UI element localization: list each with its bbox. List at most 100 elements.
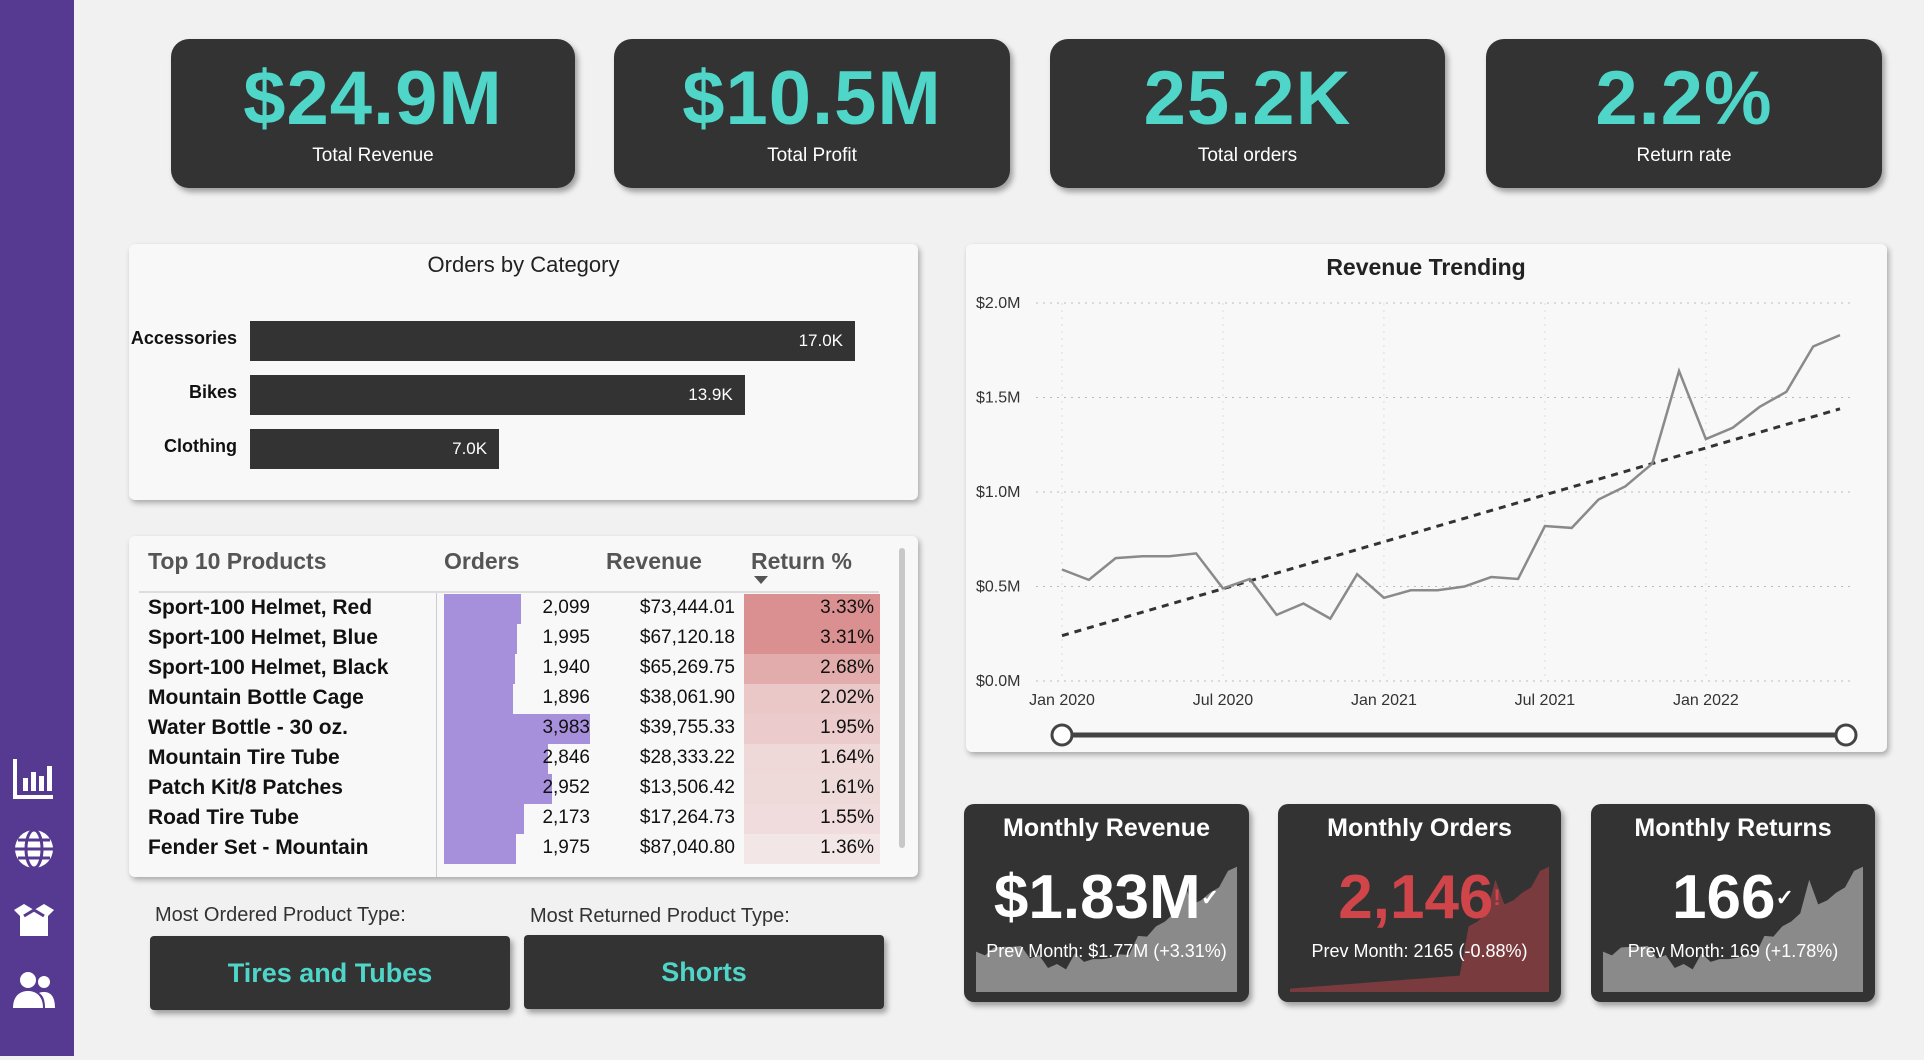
revenue-cell: $87,040.80: [639, 837, 735, 858]
data-point[interactable]: [1114, 556, 1118, 560]
data-point[interactable]: [1301, 602, 1305, 606]
table-row[interactable]: Sport-100 Helmet, Black 1,940 $65,269.75…: [129, 654, 889, 684]
data-point[interactable]: [1140, 554, 1144, 558]
data-point[interactable]: [1704, 437, 1708, 441]
kpi-value: 25.2K: [1143, 56, 1352, 141]
orders-cell: 2,952: [542, 777, 590, 798]
orders-data-bar: [444, 804, 524, 834]
most-returned-value: Shorts: [524, 935, 884, 1009]
monthly-revenue-card: Monthly Revenue $1.83M✓ Prev Month: $1.77M…: [964, 804, 1249, 1002]
data-point[interactable]: [1275, 613, 1279, 617]
x-tick-label: Jan 2021: [1351, 692, 1417, 709]
data-point[interactable]: [1409, 588, 1413, 592]
table-row[interactable]: Fender Set - Mountain 1,975 $87,040.80 1…: [129, 834, 889, 864]
globe-icon[interactable]: [10, 825, 58, 873]
return-cell: 2.02%: [744, 684, 880, 714]
return-cell: 1.64%: [744, 744, 880, 774]
data-point[interactable]: [1221, 586, 1225, 590]
card-title: Monthly Returns: [1634, 814, 1832, 842]
data-point[interactable]: [1731, 426, 1735, 430]
column-header-return[interactable]: Return %: [751, 548, 852, 574]
product-name: Mountain Bottle Cage: [148, 686, 364, 709]
table-row[interactable]: Water Bottle - 30 oz. 3,983 $39,755.33 1…: [129, 714, 889, 744]
revenue-cell: $17,264.73: [639, 807, 735, 828]
data-point[interactable]: [1248, 577, 1252, 581]
revenue-cell: $73,444.01: [639, 597, 735, 618]
sparkline-area: [976, 866, 1237, 992]
category-bar[interactable]: 7.0K: [250, 429, 500, 469]
data-point[interactable]: [1516, 577, 1520, 581]
y-tick-label: $1.0M: [976, 484, 1020, 501]
x-tick-label: Jul 2020: [1193, 692, 1254, 709]
orders-cell: 3,983: [542, 717, 590, 738]
y-tick-label: $0.0M: [976, 673, 1020, 690]
orders-data-bar: [444, 774, 553, 804]
table-row[interactable]: Sport-100 Helmet, Red 2,099 $73,444.01 3…: [129, 594, 889, 624]
orders-cell: 2,846: [542, 747, 590, 768]
kpi-return-rate: 2.2% Return rate: [1486, 39, 1882, 188]
product-name: Road Tire Tube: [148, 806, 299, 829]
sparkline-area: [1603, 866, 1863, 992]
revenue-line[interactable]: [1061, 333, 1841, 621]
slider-end-handle[interactable]: [1834, 723, 1858, 747]
orders-data-bar: [444, 714, 590, 744]
data-point[interactable]: [1623, 484, 1627, 488]
data-point[interactable]: [1838, 333, 1842, 337]
category-bar[interactable]: 17.0K: [250, 321, 855, 361]
revenue-cell: $38,061.90: [639, 687, 735, 708]
data-point[interactable]: [1650, 462, 1654, 466]
users-icon[interactable]: [10, 966, 58, 1014]
return-cell: 3.33%: [744, 594, 880, 624]
column-header-revenue[interactable]: Revenue: [606, 548, 702, 574]
data-point[interactable]: [1543, 524, 1547, 528]
data-point[interactable]: [1194, 551, 1198, 555]
data-point[interactable]: [1087, 578, 1091, 582]
return-cell: 1.61%: [744, 774, 880, 804]
data-point[interactable]: [1784, 390, 1788, 394]
data-point[interactable]: [1462, 585, 1466, 589]
card-value: 2,146!: [1278, 865, 1561, 931]
table-row[interactable]: Mountain Tire Tube 2,846 $28,333.22 1.64…: [129, 744, 889, 774]
scrollbar[interactable]: [899, 548, 905, 848]
column-header-product[interactable]: Top 10 Products: [148, 548, 327, 574]
column-header-orders[interactable]: Orders: [444, 548, 520, 574]
data-point[interactable]: [1811, 344, 1815, 348]
category-bar[interactable]: 13.9K: [250, 375, 745, 415]
product-name: Sport-100 Helmet, Black: [148, 656, 389, 679]
return-cell: 2.68%: [744, 654, 880, 684]
bar-chart-icon[interactable]: [10, 754, 58, 802]
return-cell: 1.95%: [744, 714, 880, 744]
x-tick-label: Jul 2021: [1515, 692, 1576, 709]
data-point[interactable]: [1758, 405, 1762, 409]
table-row[interactable]: Patch Kit/8 Patches 2,952 $13,506.42 1.6…: [129, 774, 889, 804]
data-point[interactable]: [1355, 572, 1359, 576]
data-point[interactable]: [1677, 369, 1681, 373]
box-icon[interactable]: [10, 896, 58, 944]
header-divider: [139, 591, 879, 593]
data-point[interactable]: [1060, 567, 1064, 571]
kpi-total-profit: $10.5M Total Profit: [614, 39, 1010, 188]
orders-data-bar: [444, 744, 549, 774]
data-point[interactable]: [1436, 588, 1440, 592]
data-point[interactable]: [1167, 554, 1171, 558]
revenue-line-chart: Revenue Trending $0.0M $0.5M $1.0M $1.5M $2.…: [976, 254, 1858, 747]
data-point[interactable]: [1328, 617, 1332, 621]
table-row[interactable]: Sport-100 Helmet, Blue 1,995 $67,120.18 …: [129, 624, 889, 654]
table-row[interactable]: Road Tire Tube 2,173 $17,264.73 1.55%: [129, 804, 889, 834]
x-tick-label: Jan 2022: [1673, 692, 1739, 709]
kpi-total-orders: 25.2K Total orders: [1050, 39, 1445, 188]
card-value-text: 2,146: [1338, 863, 1494, 932]
data-point[interactable]: [1597, 498, 1601, 502]
top-products-table: Top 10 Products Orders Revenue Return % …: [129, 536, 918, 877]
data-point[interactable]: [1489, 575, 1493, 579]
column-divider: [436, 593, 437, 877]
sparkline-fill: [1603, 866, 1863, 992]
table-row[interactable]: Mountain Bottle Cage 1,896 $38,061.90 2.…: [129, 684, 889, 714]
most-ordered-value: Tires and Tubes: [150, 936, 510, 1010]
orders-cell: 1,940: [542, 657, 590, 678]
data-point[interactable]: [1382, 596, 1386, 600]
chart-title: Orders by Category: [427, 252, 620, 277]
data-point[interactable]: [1570, 526, 1574, 530]
revenue-trending-chart: Revenue Trending $0.0M $0.5M $1.0M $1.5M $2.…: [966, 244, 1887, 752]
slider-start-handle[interactable]: [1050, 723, 1074, 747]
